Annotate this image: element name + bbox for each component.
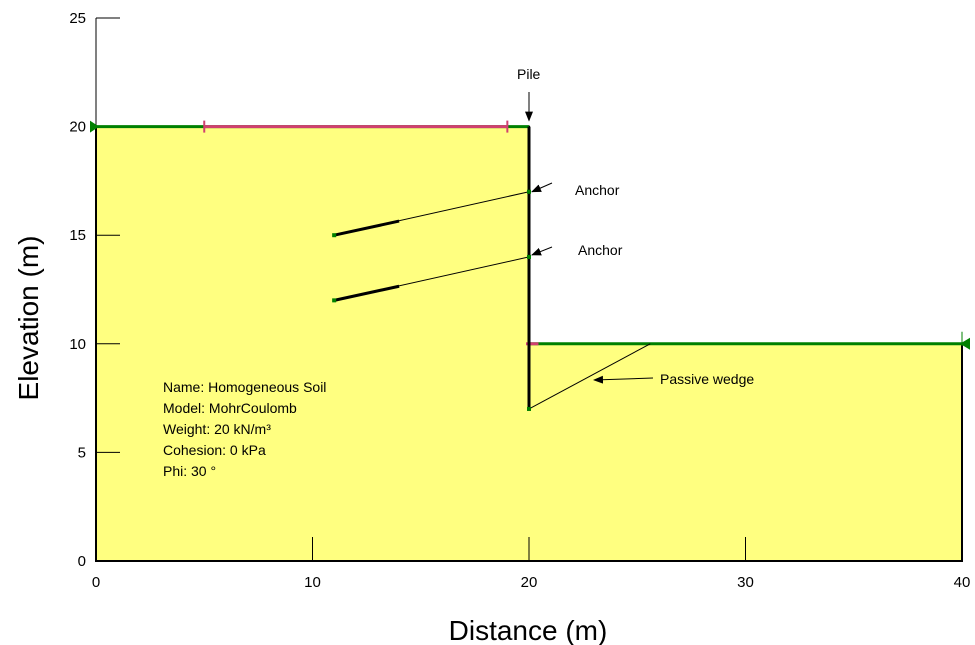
x-tick-label: 30 (737, 574, 754, 591)
anchor-head-node (527, 254, 531, 259)
passive-wedge-arrow (593, 375, 654, 384)
anchor-end-node (332, 233, 337, 238)
anchor-head-node (527, 189, 531, 194)
y-tick-label: 10 (69, 336, 86, 353)
anchor-grout (333, 284, 400, 302)
anchor-1-label: Anchor (575, 182, 620, 198)
x-tick-label: 20 (521, 574, 538, 591)
y-tick-label: 20 (69, 119, 86, 136)
y-tick-label: 15 (69, 227, 86, 244)
soil-info: Name: Homogeneous Soil Model: MohrCoulom… (163, 379, 326, 479)
x-axis: 0 10 20 30 40 (92, 537, 971, 591)
x-tick-label: 0 (92, 574, 100, 591)
y-tick-label: 0 (78, 553, 86, 570)
boundary-marker-left (90, 120, 99, 133)
anchors (332, 189, 531, 303)
y-axis: 0 5 10 15 20 25 (69, 10, 120, 570)
soil-info-cohesion: Cohesion: 0 kPa (163, 442, 266, 458)
soil-info-model: Model: MohrCoulomb (163, 400, 297, 416)
anchor-grout (333, 219, 400, 237)
boundary-marker-right (960, 337, 970, 350)
anchor-2-arrow (531, 246, 553, 256)
y-axis-title: Elevation (m) (13, 236, 44, 401)
anchor-2-label: Anchor (578, 242, 623, 258)
y-tick-label: 25 (69, 10, 86, 27)
soil-info-phi: Phi: 30 ° (163, 463, 216, 479)
pile-label: Pile (517, 66, 541, 82)
soil-info-weight: Weight: 20 kN/m³ (163, 421, 271, 437)
passive-wedge-label: Passive wedge (660, 371, 754, 387)
x-axis-title: Distance (m) (449, 615, 608, 645)
x-tick-label: 10 (304, 574, 321, 591)
anchor-end-node (332, 298, 337, 303)
x-tick-label: 40 (954, 574, 971, 591)
passive-wedge-line (528, 343, 651, 410)
soil-info-name: Name: Homogeneous Soil (163, 379, 326, 395)
wedge-node (527, 406, 531, 411)
y-tick-label: 5 (78, 444, 86, 461)
anchor-1-arrow (531, 182, 553, 193)
